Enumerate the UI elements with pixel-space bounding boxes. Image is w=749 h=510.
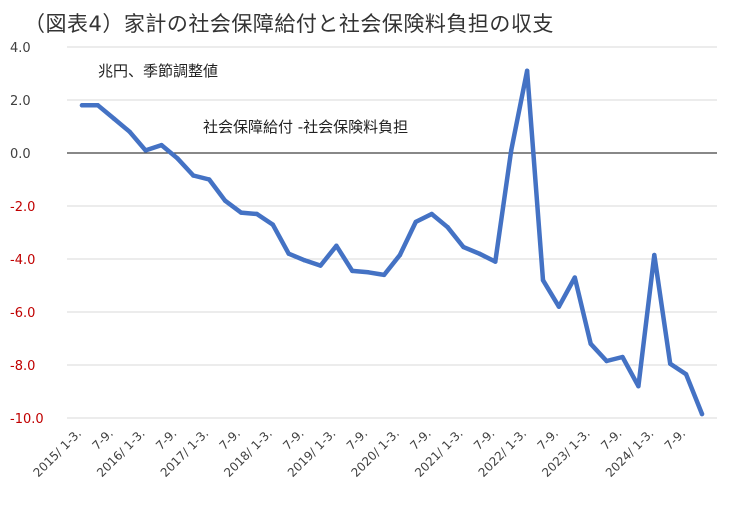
data-point xyxy=(286,251,291,256)
data-point xyxy=(127,129,132,134)
data-point xyxy=(143,148,148,153)
y-tick-label: 2.0 xyxy=(10,94,31,109)
data-point xyxy=(318,263,323,268)
data-point xyxy=(350,268,355,274)
data-point xyxy=(95,103,101,108)
data-point xyxy=(636,384,641,389)
x-tick-label: 7-9. xyxy=(662,426,688,452)
x-tick-label: 7-9. xyxy=(217,426,243,452)
y-tick-label: 0.0 xyxy=(10,147,31,162)
x-tick-label: 7-9. xyxy=(89,426,115,452)
data-point xyxy=(79,103,85,108)
x-tick-label: 7-9. xyxy=(344,426,370,452)
y-tick-label: 4.0 xyxy=(10,41,31,56)
x-tick-label: 7-9. xyxy=(598,426,624,452)
data-point xyxy=(175,156,180,161)
x-tick-label: 7-9. xyxy=(153,426,179,452)
data-point xyxy=(604,358,609,364)
x-axis-ticks: 2015/ 1-3. 7-9.2016/ 1-3. 7-9.2017/ 1-3. 7-… xyxy=(31,426,689,480)
data-point xyxy=(159,142,164,148)
data-point xyxy=(652,252,657,258)
y-tick-label: -2.0 xyxy=(10,200,35,215)
x-tick-label: 2015/ 1-3. xyxy=(31,426,85,480)
data-point xyxy=(699,411,705,417)
y-tick-label: -8.0 xyxy=(10,359,35,374)
data-point xyxy=(540,278,546,283)
data-point xyxy=(683,372,689,377)
data-point xyxy=(270,222,275,227)
data-point xyxy=(111,116,116,121)
data-point xyxy=(238,210,244,215)
data-point xyxy=(222,198,228,203)
chart-title: （図表4）家計の社会保障給付と社会保険料負担の収支 xyxy=(24,12,554,36)
data-point xyxy=(461,244,466,250)
y-tick-label: -10.0 xyxy=(10,412,44,427)
data-point xyxy=(588,341,593,346)
data-point xyxy=(620,354,625,360)
unit-label: 兆円、季節調整値 xyxy=(98,62,218,80)
series-annotation: 社会保障給付 -社会保険料負担 xyxy=(203,118,408,136)
data-point xyxy=(302,258,307,263)
gridlines xyxy=(67,46,717,419)
x-tick-label: 7-9. xyxy=(280,426,306,452)
y-axis-ticks: 4.0 2.0 0.0 -2.0 -4.0 -6.0 -8.0 -10.0 xyxy=(10,41,44,427)
series-layer xyxy=(79,68,705,417)
data-point xyxy=(509,148,514,153)
y-tick-label: -4.0 xyxy=(10,253,35,268)
data-point xyxy=(524,68,530,74)
data-point xyxy=(445,225,450,230)
data-point xyxy=(477,251,482,256)
data-point xyxy=(429,211,434,217)
data-point xyxy=(334,243,339,248)
x-tick-label: 7-9. xyxy=(407,426,433,452)
data-point xyxy=(191,173,196,178)
y-tick-label: -6.0 xyxy=(10,306,35,321)
data-point xyxy=(493,259,498,264)
x-tick-label: 7-9. xyxy=(471,426,497,452)
data-point xyxy=(556,304,562,309)
series-line xyxy=(79,68,705,417)
data-point xyxy=(397,252,403,258)
data-point xyxy=(413,219,419,225)
x-tick-label: 7-9. xyxy=(535,426,561,452)
data-point xyxy=(365,270,371,275)
data-point xyxy=(381,272,387,278)
data-point xyxy=(254,211,260,217)
data-point xyxy=(668,361,673,366)
data-point xyxy=(206,177,212,182)
data-point xyxy=(572,275,578,280)
